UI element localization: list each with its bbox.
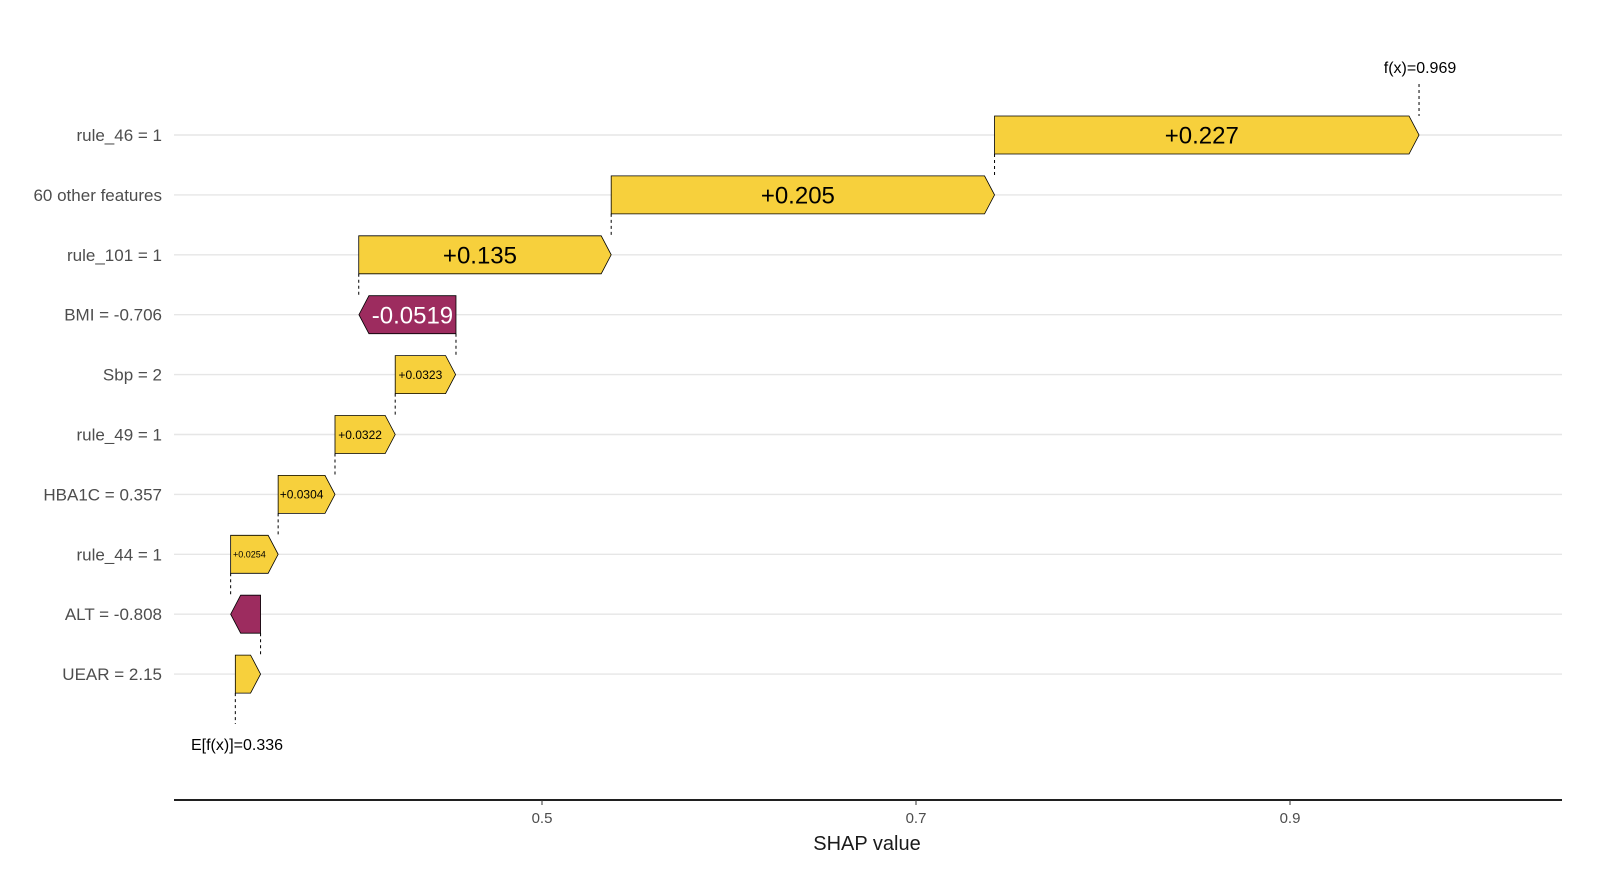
- x-tick-label: 0.5: [532, 810, 553, 827]
- feature-label: ALT = -0.808: [65, 605, 162, 624]
- x-tick-label: 0.9: [1280, 810, 1301, 827]
- positive-bar: [277, 474, 336, 514]
- feature-label: rule_49 = 1: [76, 426, 162, 445]
- positive-bar: [610, 175, 995, 215]
- bars: +0.227 +0.205 +0.135 -0.0519 +0.0323 +0.0322 +…: [230, 115, 1420, 694]
- feature-label: rule_44 = 1: [76, 545, 162, 564]
- bar-value-label: +0.227: [1165, 123, 1239, 150]
- feature-label: 60 other features: [33, 186, 162, 205]
- bar-value-label: +0.205: [761, 183, 835, 210]
- x-tick-label: 0.7: [906, 810, 927, 827]
- x-axis-ticks: 0.5 0.7 0.9: [532, 800, 1301, 827]
- positive-bar: [394, 355, 457, 395]
- bar-value-label: +0.0254: [233, 550, 266, 560]
- feature-label: BMI = -0.706: [64, 306, 162, 325]
- feature-labels: rule_46 = 1 60 other features rule_101 = 1…: [33, 126, 162, 684]
- bar-value-label: +0.0322: [338, 428, 382, 442]
- positive-bar: [358, 235, 612, 275]
- x-axis-title: SHAP value: [813, 833, 920, 855]
- feature-label: rule_46 = 1: [76, 126, 162, 145]
- feature-label: Sbp = 2: [103, 366, 162, 385]
- connectors: [230, 84, 1420, 724]
- base-value-label: E[f(x)]=0.336: [191, 737, 283, 754]
- positive-bar: [234, 654, 262, 694]
- bar-value-label: -0.0519: [372, 302, 453, 329]
- feature-label: HBA1C = 0.357: [43, 485, 162, 504]
- positive-bar: [994, 115, 1420, 155]
- negative-bar: [358, 295, 457, 335]
- positive-bar: [230, 534, 279, 574]
- bar-value-label: +0.135: [443, 242, 517, 269]
- positive-bar: [334, 415, 396, 454]
- gridlines: [174, 134, 1562, 675]
- final-value-label: f(x)=0.969: [1384, 60, 1457, 77]
- feature-label: UEAR = 2.15: [62, 665, 162, 684]
- bar-value-label: +0.0323: [399, 368, 443, 382]
- feature-label: rule_101 = 1: [67, 246, 162, 265]
- negative-bar: [230, 594, 261, 634]
- bar-value-label: +0.0304: [280, 488, 324, 502]
